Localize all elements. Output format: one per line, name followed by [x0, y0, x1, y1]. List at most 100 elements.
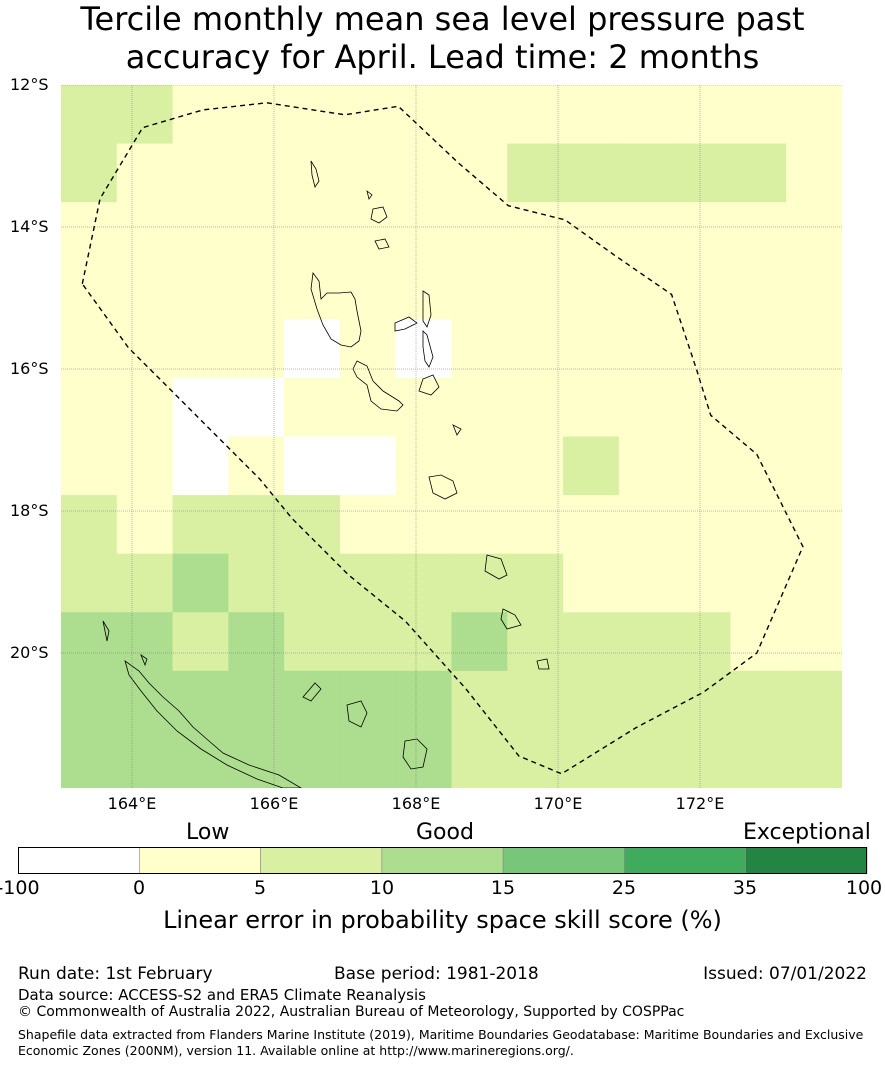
- skill-cell: [507, 85, 564, 145]
- skill-cell: [730, 319, 787, 379]
- skill-cell: [507, 729, 564, 788]
- skill-cell: [116, 436, 174, 496]
- island-espiritu-santo: [310, 271, 362, 348]
- skill-cell: [116, 85, 174, 145]
- island-new-caledonia: [124, 660, 302, 788]
- skill-cell: [284, 670, 341, 731]
- skill-cell: [730, 670, 787, 731]
- skill-cell: [339, 729, 397, 788]
- island-banks-1: [366, 189, 373, 200]
- island-aneityum: [500, 608, 522, 630]
- skill-cell: [674, 729, 732, 788]
- skill-cell: [395, 436, 453, 496]
- gridlines: [61, 85, 842, 788]
- skill-cell: [674, 553, 732, 613]
- skill-cell: [507, 436, 564, 496]
- skill-cell: [730, 553, 787, 613]
- skill-cell: [228, 495, 285, 555]
- skill-cell: [730, 436, 787, 496]
- colorbar-segment: [18, 847, 140, 874]
- skill-cell: [786, 319, 842, 379]
- skill-cell: [395, 143, 453, 203]
- skill-cell: [61, 436, 118, 496]
- island-lifou: [346, 700, 368, 728]
- skill-cell: [284, 377, 341, 438]
- skill-cell: [116, 553, 174, 613]
- skill-cell: [674, 377, 732, 438]
- colorbar-tick-0: 0: [132, 877, 146, 899]
- skill-cell: [563, 729, 620, 788]
- skill-cell: [228, 436, 285, 496]
- skill-cell: [618, 612, 676, 672]
- skill-cell: [618, 553, 676, 613]
- skill-cell: [339, 143, 397, 203]
- colorbar-title: Linear error in probability space skill …: [163, 906, 722, 934]
- skill-cell: [228, 729, 285, 788]
- skill-cell: [730, 377, 787, 438]
- colorbar-tick-minus100: -100: [0, 877, 40, 899]
- skill-cell: [172, 377, 229, 438]
- colorbar-tick-15: 15: [490, 877, 516, 899]
- skill-cell: [563, 495, 620, 555]
- skill-cell: [786, 495, 842, 555]
- skill-cell: [730, 729, 787, 788]
- skill-cell: [61, 670, 118, 731]
- skill-cell: [284, 729, 341, 788]
- lat-label-14s: 14°S: [10, 217, 49, 236]
- colorbar-tick-10: 10: [369, 877, 395, 899]
- skill-cell: [395, 553, 453, 613]
- skill-cell: [228, 319, 285, 379]
- skill-cell: [730, 85, 787, 145]
- island-mare: [402, 738, 428, 770]
- land-islands: [102, 160, 550, 788]
- island-malekula: [352, 360, 404, 412]
- skill-cell: [451, 436, 508, 496]
- skill-cell: [172, 319, 229, 379]
- skill-cell: [61, 612, 118, 672]
- lon-label-170e: 170°E: [533, 794, 583, 813]
- skill-cell: [395, 670, 453, 731]
- skill-cell: [563, 202, 620, 262]
- skill-cell: [339, 202, 397, 262]
- skill-cell: [116, 143, 174, 203]
- skill-cell: [786, 612, 842, 672]
- skill-cell: [451, 319, 508, 379]
- skill-cell: [730, 260, 787, 320]
- colorbar-segment: [745, 847, 868, 874]
- skill-cell: [563, 143, 620, 203]
- skill-cell: [786, 143, 842, 203]
- skill-cell: [618, 319, 676, 379]
- skill-cell: [339, 553, 397, 613]
- skill-cell: [172, 436, 229, 496]
- skill-cell: [339, 436, 397, 496]
- skill-cell: [786, 260, 842, 320]
- skill-cell: [563, 260, 620, 320]
- skill-cell: [284, 143, 341, 203]
- skill-cell: [507, 319, 564, 379]
- skill-cell: [284, 85, 341, 145]
- skill-cell: [451, 612, 508, 672]
- skill-cell: [786, 436, 842, 496]
- title-line-2: accuracy for April. Lead time: 2 months: [125, 38, 760, 76]
- skill-cell: [395, 260, 453, 320]
- skill-cell: [61, 85, 118, 145]
- island-banks-2: [370, 206, 388, 224]
- skill-cell: [228, 553, 285, 613]
- skill-cell: [786, 553, 842, 613]
- skill-cell: [674, 260, 732, 320]
- colorbar-segment: [624, 847, 747, 874]
- island-ambae: [394, 316, 418, 332]
- skill-cell: [172, 670, 229, 731]
- skill-cell: [395, 85, 453, 145]
- skill-cell: [284, 612, 341, 672]
- skill-cell: [618, 377, 676, 438]
- colorbar-segment: [502, 847, 625, 874]
- skill-cell: [674, 670, 732, 731]
- skill-cell: [563, 553, 620, 613]
- skill-cell: [451, 202, 508, 262]
- skill-cell: [730, 143, 787, 203]
- skill-cell: [228, 143, 285, 203]
- lat-label-12s: 12°S: [10, 75, 49, 94]
- skill-cell: [228, 85, 285, 145]
- skill-cell: [618, 495, 676, 555]
